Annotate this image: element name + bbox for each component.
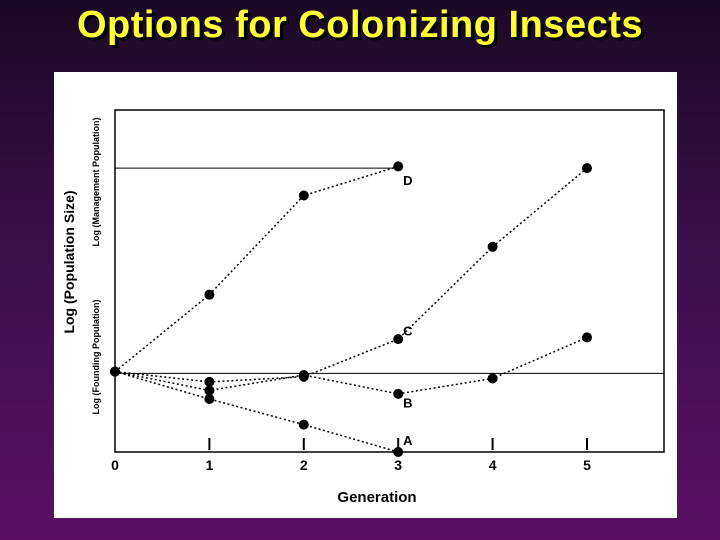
series-line-c (114, 167, 588, 383)
data-point-a (298, 419, 309, 430)
x-tick-label: 2 (300, 457, 308, 473)
x-tick-label: 4 (489, 457, 497, 473)
data-point-d (393, 161, 404, 172)
x-tick-label: 1 (206, 457, 214, 473)
series-line-d (114, 165, 399, 373)
x-tick-label: 5 (583, 457, 591, 473)
slide-title: Options for Colonizing Insects (77, 4, 643, 46)
series-line-a (114, 370, 399, 453)
data-point-b (487, 373, 498, 384)
data-point-c (204, 376, 215, 387)
data-point-d (204, 289, 215, 300)
data-point-b (582, 332, 592, 343)
data-point-b (298, 370, 309, 381)
chart-panel: 0 1 2 3 4 5 D C B A Generation Log (Population S… (54, 72, 677, 518)
series-label-d: D (403, 173, 412, 188)
data-point-c (393, 334, 404, 345)
series-label-b: B (403, 396, 412, 411)
x-tick-label: 3 (394, 457, 402, 473)
data-point-c (487, 241, 498, 252)
data-point-a (204, 393, 215, 404)
y-axis-label: Log (Population Size) (61, 190, 77, 333)
series-label-a: A (403, 433, 413, 448)
data-point-c (582, 163, 592, 174)
data-point-a (110, 366, 120, 377)
data-point-a (393, 447, 404, 457)
x-tick-label: 0 (111, 457, 119, 473)
y-axis-label-lower: Log (Founding Population) (91, 300, 101, 415)
population-chart: 0 1 2 3 4 5 D C B A Generation Log (Population S… (61, 109, 665, 506)
x-axis-label: Generation (337, 489, 416, 506)
series-line-b (114, 336, 588, 395)
series-label-c: C (403, 324, 413, 339)
data-point-b (393, 388, 404, 399)
y-axis-label-upper: Log (Management Population) (91, 118, 101, 247)
data-point-b (204, 385, 215, 396)
plot-frame (114, 109, 665, 453)
data-point-d (298, 190, 309, 201)
